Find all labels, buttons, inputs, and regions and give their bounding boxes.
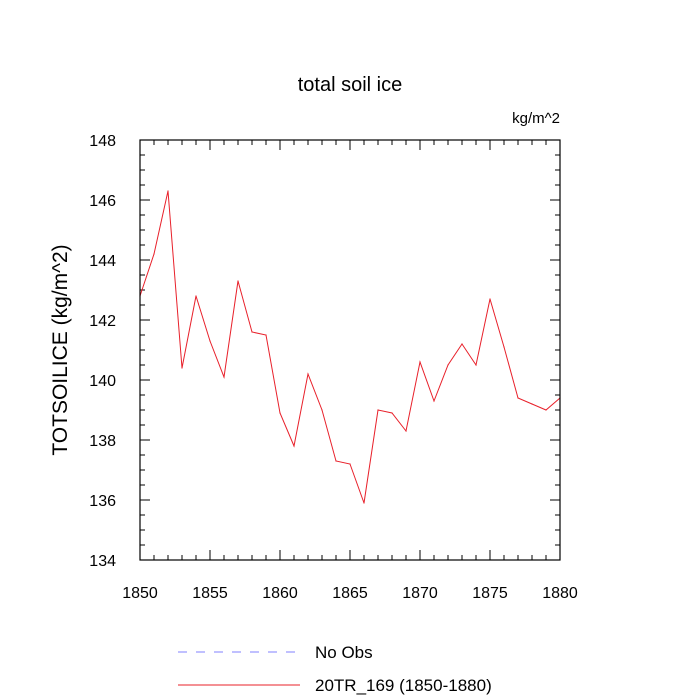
y-tick-label: 136 — [89, 493, 116, 510]
x-tick-label: 1865 — [332, 585, 368, 602]
y-tick-label: 134 — [89, 553, 116, 570]
units-label: kg/m^2 — [512, 110, 560, 127]
data-point — [167, 190, 169, 192]
data-point — [237, 280, 239, 282]
y-tick-label: 144 — [89, 253, 116, 270]
data-point — [335, 460, 337, 462]
data-point — [545, 409, 547, 411]
data-point — [293, 445, 295, 447]
y-tick-label: 142 — [89, 313, 116, 330]
data-point — [531, 403, 533, 405]
data-point — [405, 430, 407, 432]
y-tick-label: 148 — [89, 133, 116, 150]
data-point — [475, 364, 477, 366]
x-tick-label: 1880 — [542, 585, 578, 602]
data-point — [181, 367, 183, 369]
axis-ticks — [139, 139, 561, 561]
data-point — [433, 400, 435, 402]
data-point — [251, 331, 253, 333]
data-point — [377, 409, 379, 411]
data-point — [209, 340, 211, 342]
data-point — [153, 253, 155, 255]
data-point — [419, 361, 421, 363]
data-point — [223, 376, 225, 378]
axis-tick-labels: 1850 1855 1860 1865 1870 1875 1880 134 136 138 140… — [89, 133, 578, 602]
data-point — [447, 364, 449, 366]
data-point — [307, 373, 309, 375]
data-point — [461, 343, 463, 345]
y-tick-label: 146 — [89, 193, 116, 210]
data-point — [195, 295, 197, 297]
data-point — [321, 409, 323, 411]
data-point — [279, 412, 281, 414]
y-tick-label: 140 — [89, 373, 116, 390]
series-line-1 — [139, 190, 561, 504]
plot-series — [139, 190, 561, 504]
legend-label-0: No Obs — [315, 643, 373, 662]
x-tick-label: 1850 — [122, 585, 158, 602]
y-axis-label: TOTSOILICE (kg/m^2) — [49, 244, 72, 455]
data-point — [363, 502, 365, 504]
data-point — [517, 397, 519, 399]
data-point — [503, 346, 505, 348]
x-tick-label: 1855 — [192, 585, 228, 602]
plot-frame — [139, 139, 561, 561]
data-point — [391, 412, 393, 414]
data-point — [265, 334, 267, 336]
data-point — [349, 463, 351, 465]
y-tick-label: 138 — [89, 433, 116, 450]
x-tick-label: 1875 — [472, 585, 508, 602]
x-tick-label: 1860 — [262, 585, 298, 602]
legend-label-1: 20TR_169 (1850-1880) — [315, 676, 492, 695]
legend: No Obs 20TR_169 (1850-1880) — [178, 643, 492, 695]
chart-title: total soil ice — [298, 74, 403, 96]
x-tick-label: 1870 — [402, 585, 438, 602]
data-point — [489, 298, 491, 300]
